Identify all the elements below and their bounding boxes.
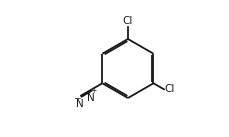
Text: N: N — [87, 93, 95, 103]
Text: N: N — [76, 99, 84, 109]
Text: +: + — [91, 86, 97, 95]
Text: Cl: Cl — [165, 84, 175, 94]
Text: Cl: Cl — [123, 16, 133, 26]
Text: −: − — [73, 93, 80, 102]
